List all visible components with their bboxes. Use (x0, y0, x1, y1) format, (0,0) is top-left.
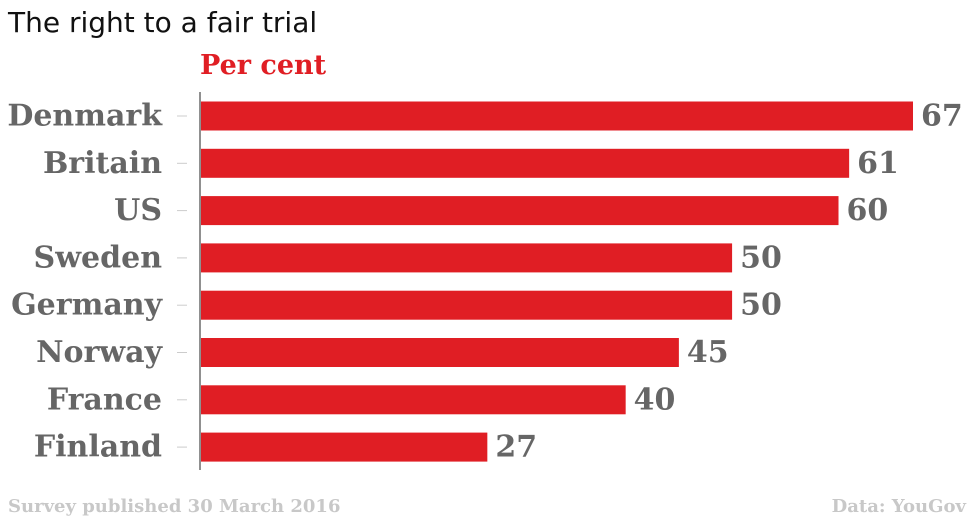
value-label: 50 (740, 288, 782, 323)
value-label: 60 (847, 193, 889, 228)
category-label: Finland (34, 430, 162, 465)
category-label: Denmark (7, 99, 163, 134)
category-label: Germany (11, 288, 164, 323)
category-label: US (114, 193, 162, 228)
bar-chart: Denmark 67 Britain 61 US 60 Sweden 50 Germany 50 N… (7, 92, 963, 470)
value-label: 67 (921, 99, 963, 134)
value-label: 45 (687, 335, 729, 370)
category-label: Britain (43, 146, 162, 181)
data-credit: Data: YouGov (831, 496, 966, 517)
category-label: Sweden (34, 240, 163, 275)
bar (201, 385, 626, 415)
value-label: 27 (495, 430, 537, 465)
bar (201, 290, 733, 320)
unit-label: Per cent (200, 50, 327, 81)
bar (201, 338, 679, 367)
value-label: 61 (857, 146, 899, 181)
value-label: 50 (740, 240, 782, 275)
bar (201, 101, 913, 131)
source-note: Survey published 30 March 2016 (8, 496, 341, 517)
category-label: France (47, 382, 162, 417)
chart-title: The right to a fair trial (8, 6, 318, 39)
bar (201, 432, 488, 462)
category-label: Norway (36, 335, 164, 370)
bar (201, 196, 839, 226)
bar (201, 243, 733, 273)
value-label: 40 (634, 382, 676, 417)
bar (201, 148, 850, 178)
